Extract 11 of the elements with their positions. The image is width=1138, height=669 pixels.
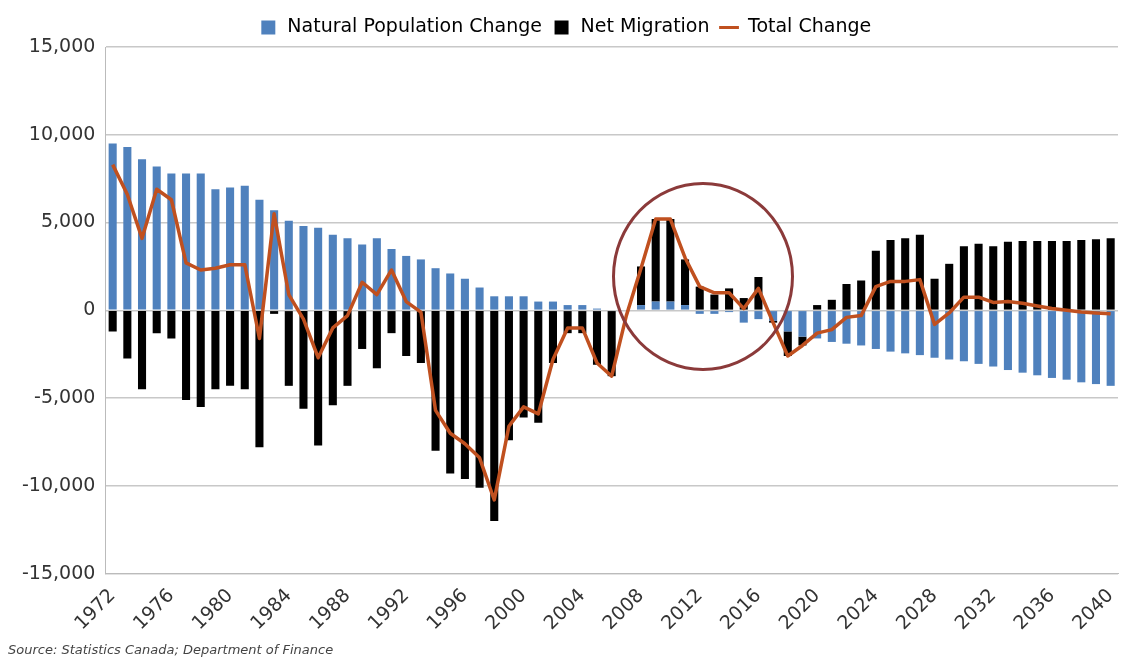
y-tick-label: 5,000 (40, 209, 96, 232)
legend-label: Total Change (747, 14, 872, 37)
legend-label: Net Migration (580, 14, 710, 37)
legend-label: Natural Population Change (287, 14, 543, 37)
source-note: Source: Statistics Canada; Department of Finance (8, 642, 335, 657)
y-tick-label: -5,000 (34, 385, 96, 408)
y-tick-label: 0 (83, 297, 96, 320)
y-tick-label: -15,000 (21, 560, 96, 583)
y-tick-label: 15,000 (28, 33, 96, 56)
y-tick-label: -10,000 (21, 472, 96, 495)
y-tick-label: 10,000 (28, 121, 96, 144)
